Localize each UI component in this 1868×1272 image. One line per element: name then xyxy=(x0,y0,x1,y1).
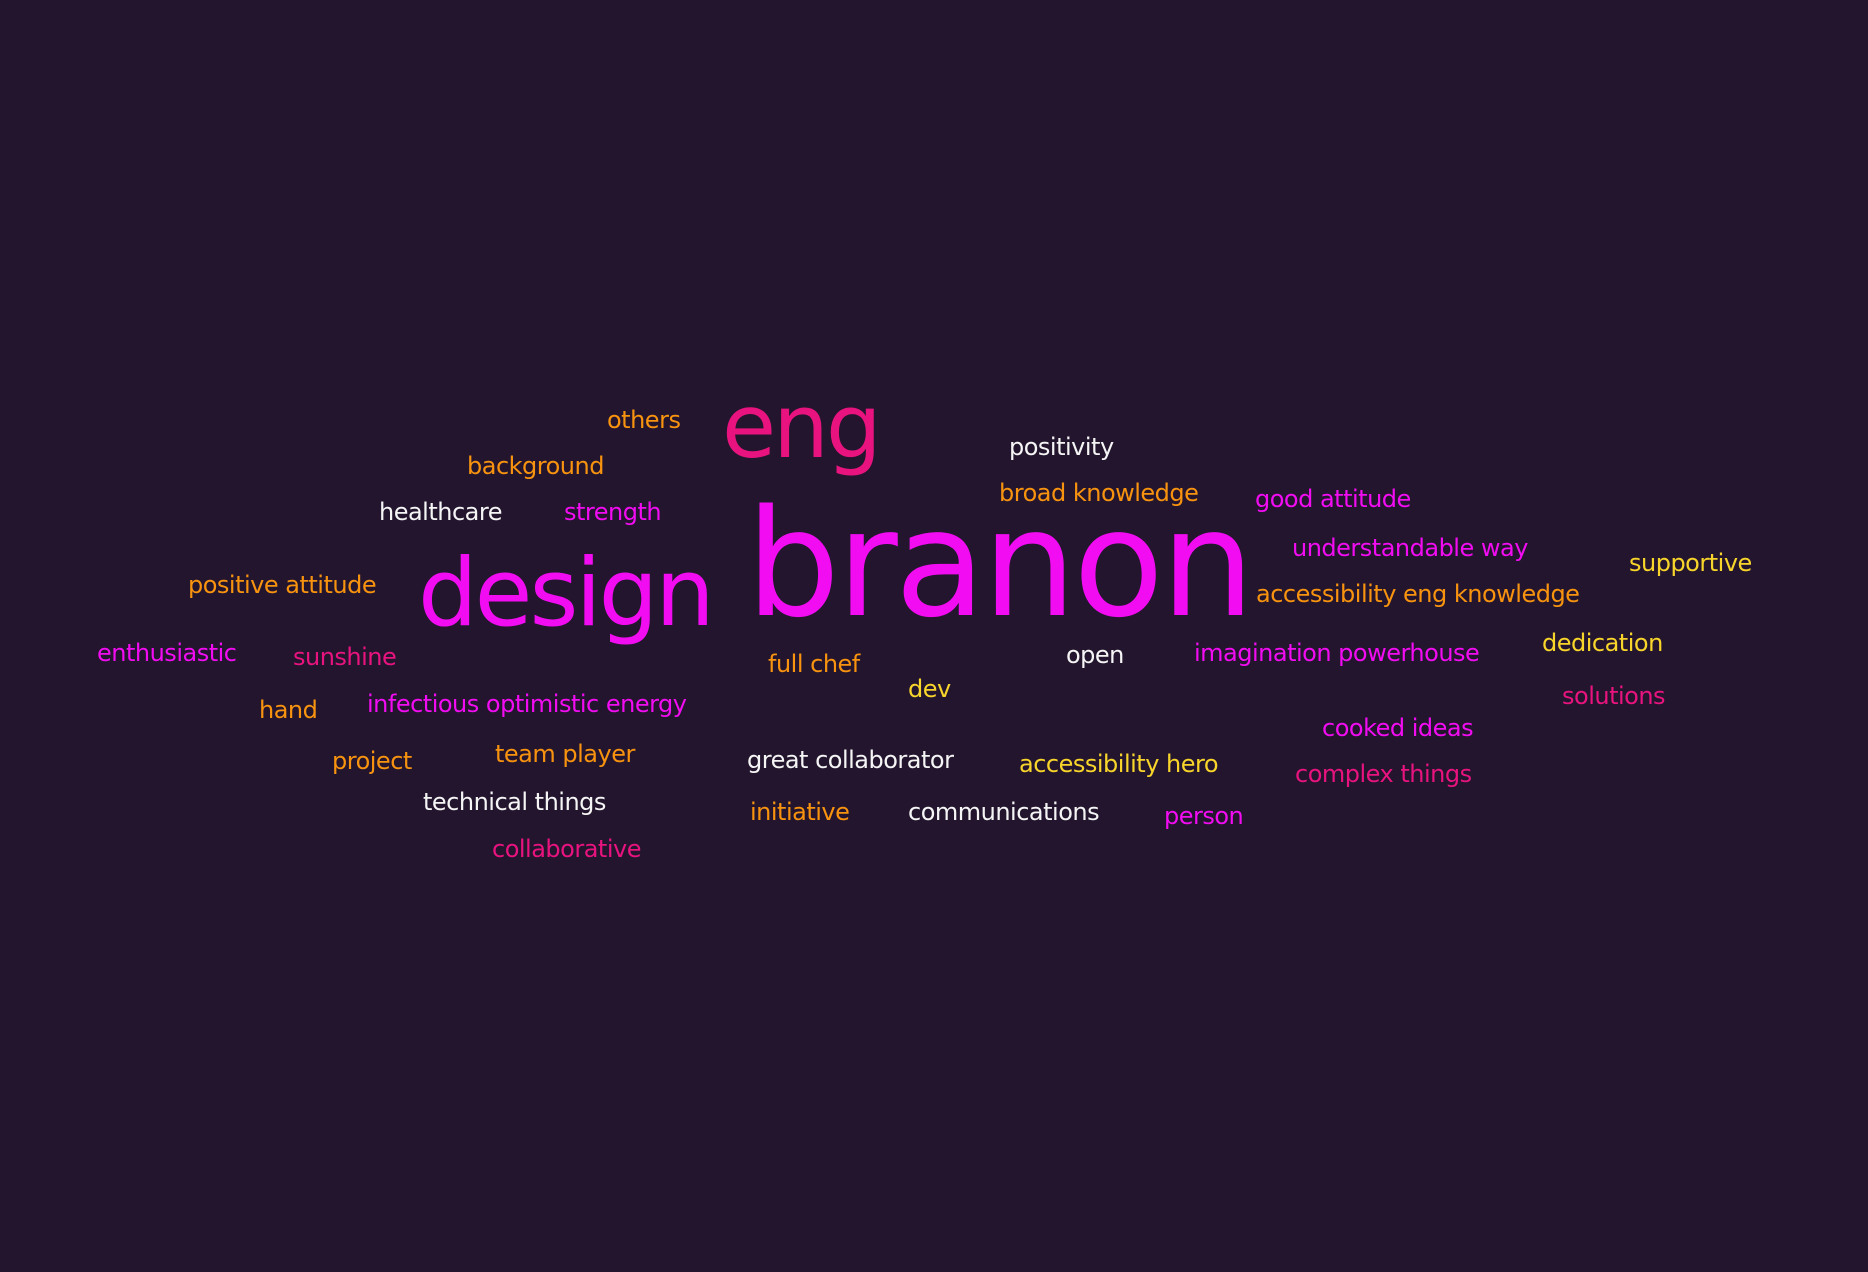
word-imagination-powerhouse: imagination powerhouse xyxy=(1194,639,1480,667)
word-open: open xyxy=(1066,641,1124,669)
word-design: design xyxy=(418,539,715,648)
word-supportive: supportive xyxy=(1629,549,1752,577)
word-accessibility-eng-knowledge: accessibility eng knowledge xyxy=(1256,580,1580,608)
word-infectious-optimistic-energy: infectious optimistic energy xyxy=(367,690,687,718)
word-background: background xyxy=(467,452,604,480)
word-team-player: team player xyxy=(495,740,635,768)
word-healthcare: healthcare xyxy=(379,498,502,526)
word-understandable-way: understandable way xyxy=(1292,534,1528,562)
word-positive-attitude: positive attitude xyxy=(188,571,377,599)
word-person: person xyxy=(1164,802,1244,830)
word-collaborative: collaborative xyxy=(492,835,641,863)
word-hand: hand xyxy=(259,696,318,724)
word-good-attitude: good attitude xyxy=(1255,485,1411,513)
word-sunshine: sunshine xyxy=(293,643,397,671)
word-dev: dev xyxy=(908,675,951,703)
word-communications: communications xyxy=(908,798,1100,826)
word-cooked-ideas: cooked ideas xyxy=(1322,714,1474,742)
word-full-chef: full chef xyxy=(768,650,860,678)
word-eng: eng xyxy=(722,375,882,478)
word-project: project xyxy=(332,747,412,775)
word-complex-things: complex things xyxy=(1295,760,1472,788)
word-solutions: solutions xyxy=(1562,682,1666,710)
word-great-collaborator: great collaborator xyxy=(747,746,954,774)
word-broad-knowledge: broad knowledge xyxy=(999,479,1199,507)
word-technical-things: technical things xyxy=(423,788,606,816)
word-accessibility-hero: accessibility hero xyxy=(1019,750,1219,778)
word-initiative: initiative xyxy=(750,798,850,826)
word-dedication: dedication xyxy=(1542,629,1663,657)
word-positivity: positivity xyxy=(1009,433,1114,461)
word-others: others xyxy=(607,406,681,434)
word-enthusiastic: enthusiastic xyxy=(97,639,237,667)
word-branon: branon xyxy=(746,478,1255,650)
word-strength: strength xyxy=(564,498,662,526)
